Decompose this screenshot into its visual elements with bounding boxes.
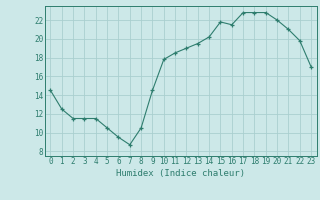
X-axis label: Humidex (Indice chaleur): Humidex (Indice chaleur) — [116, 169, 245, 178]
